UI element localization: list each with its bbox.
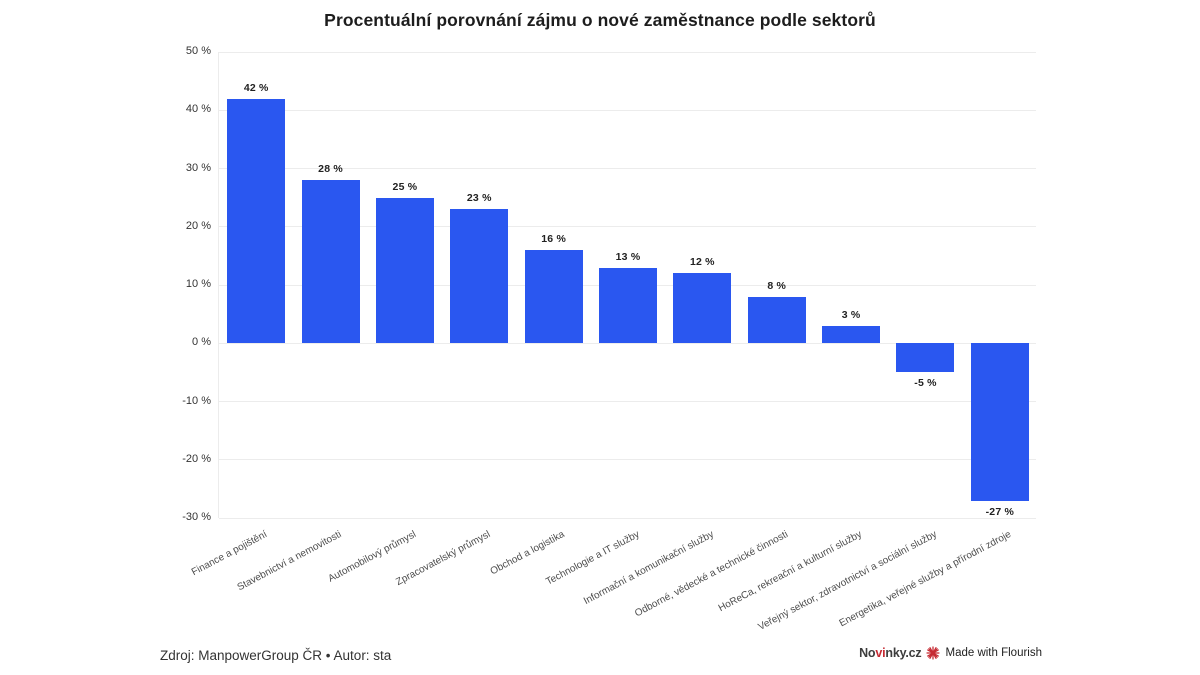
bar[interactable] bbox=[450, 209, 509, 344]
bar[interactable] bbox=[524, 250, 583, 344]
y-axis-tick-label: -20 % bbox=[182, 452, 211, 465]
bar[interactable] bbox=[599, 267, 657, 344]
plot-area: 50 % 40 % 30 % 20 % 10 % 0 % -10 % -20 % -30 % 42… bbox=[182, 45, 1036, 633]
gridline bbox=[219, 401, 1036, 402]
bar-value-label: 28 % bbox=[318, 163, 343, 176]
gridline bbox=[219, 226, 1036, 228]
category-label: HoReCa, rekreační a kulturní služby bbox=[717, 529, 865, 615]
bar[interactable] bbox=[822, 325, 881, 344]
bar[interactable] bbox=[227, 98, 286, 344]
bar-value-label: 12 % bbox=[689, 256, 715, 269]
bar-value-label: 3 % bbox=[841, 308, 861, 321]
gridline bbox=[219, 342, 1036, 344]
logo-text-suffix: nky.cz bbox=[885, 646, 922, 660]
footer-branding: Novinky.cz Made with Flourish bbox=[859, 646, 1042, 660]
bar-value-label: -5 % bbox=[914, 377, 937, 390]
chart-title: Procentuální porovnání zájmu o nové zamě… bbox=[324, 10, 876, 30]
bar[interactable] bbox=[673, 273, 732, 344]
y-axis-tick-label: 10 % bbox=[185, 278, 211, 290]
bar-value-label: 23 % bbox=[466, 192, 492, 205]
category-label: Informační a komunikační služby bbox=[581, 529, 716, 608]
bar[interactable] bbox=[375, 197, 434, 344]
gridline bbox=[219, 109, 1036, 111]
bar-value-label: 8 % bbox=[767, 279, 787, 292]
bar-value-label: 16 % bbox=[541, 233, 566, 246]
bar-value-label: 13 % bbox=[615, 250, 641, 263]
bar-value-label: -27 % bbox=[985, 505, 1015, 518]
bar[interactable] bbox=[301, 180, 360, 344]
y-axis-tick-label: 0 % bbox=[192, 336, 211, 349]
gridline bbox=[219, 168, 1036, 169]
y-axis-tick-label: 50 % bbox=[185, 45, 211, 57]
bar-value-label: 25 % bbox=[392, 180, 418, 193]
bar[interactable] bbox=[896, 343, 955, 373]
bar[interactable] bbox=[970, 343, 1029, 501]
bar-value-label: 42 % bbox=[243, 81, 269, 94]
gridline bbox=[219, 517, 1036, 519]
logo-text-prefix: No bbox=[859, 646, 876, 660]
y-axis-tick-label: 30 % bbox=[185, 161, 211, 174]
y-axis-tick-label: -10 % bbox=[182, 394, 211, 407]
category-label: Obchod a logistika bbox=[488, 529, 567, 578]
y-axis-tick-label: 40 % bbox=[185, 103, 211, 116]
gridline bbox=[219, 51, 1036, 53]
gridline bbox=[219, 459, 1036, 461]
source-credit: Zdroj: ManpowerGroup ČR • Autor: sta bbox=[160, 648, 392, 663]
logo-text-accent: vi bbox=[875, 646, 886, 660]
novinky-logo-link[interactable]: Novinky.cz bbox=[859, 646, 922, 660]
bar[interactable] bbox=[747, 296, 806, 344]
category-label: Odborné, vědecké a technické činnosti bbox=[633, 529, 790, 620]
y-axis-tick-label: 20 % bbox=[185, 219, 211, 232]
made-with-flourish-link[interactable]: Made with Flourish bbox=[945, 647, 1042, 659]
y-axis-tick-label: -30 % bbox=[182, 511, 211, 523]
flourish-burst-icon bbox=[926, 646, 941, 660]
